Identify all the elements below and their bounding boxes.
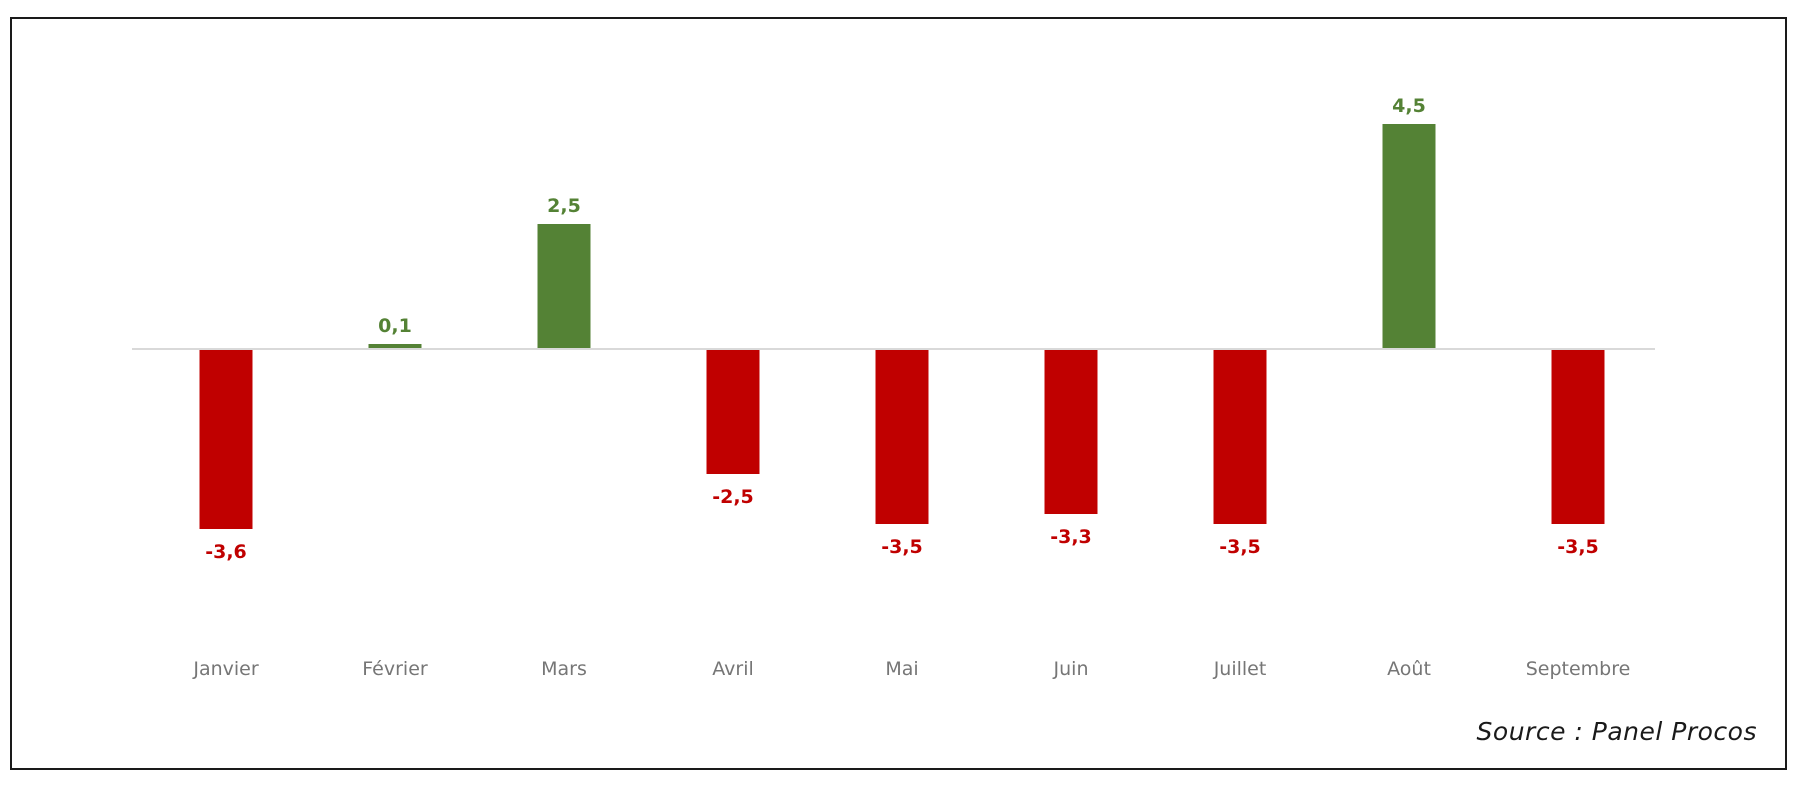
bar-chart: -3,6 0,1 2,5 -2,5 -3,5 -3,3 -3,5 4,5 -3,5 Janvie… bbox=[132, 95, 1655, 680]
data-label-juin: -3,3 bbox=[1050, 526, 1092, 548]
data-label-avril: -2,5 bbox=[712, 486, 754, 508]
data-label-août: 4,5 bbox=[1392, 95, 1426, 117]
bar-mars bbox=[537, 224, 591, 349]
x-tick-label-avril: Avril bbox=[712, 658, 754, 680]
x-tick-label-mars: Mars bbox=[541, 658, 587, 680]
x-tick-label-septembre: Septembre bbox=[1526, 658, 1631, 680]
data-labels-layer: -3,6 0,1 2,5 -2,5 -3,5 -3,3 -3,5 4,5 -3,5 bbox=[205, 95, 1599, 563]
data-label-mai: -3,5 bbox=[881, 536, 923, 558]
bar-septembre bbox=[1551, 349, 1605, 524]
data-label-juillet: -3,5 bbox=[1219, 536, 1261, 558]
data-label-septembre: -3,5 bbox=[1557, 536, 1599, 558]
bar-février bbox=[368, 344, 422, 349]
bars-layer bbox=[199, 124, 1605, 529]
data-label-février: 0,1 bbox=[378, 315, 412, 337]
data-label-mars: 2,5 bbox=[547, 195, 581, 217]
x-tick-label-janvier: Janvier bbox=[192, 658, 259, 680]
bar-janvier bbox=[199, 349, 253, 529]
x-tick-label-juillet: Juillet bbox=[1213, 658, 1267, 680]
x-tick-label-juin: Juin bbox=[1053, 658, 1089, 680]
data-label-janvier: -3,6 bbox=[205, 541, 247, 563]
x-tick-label-mai: Mai bbox=[885, 658, 918, 680]
x-tick-labels-layer: Janvier Février Mars Avril Mai Juin Juillet Aoû… bbox=[192, 658, 1630, 680]
chart-frame: -3,6 0,1 2,5 -2,5 -3,5 -3,3 -3,5 4,5 -3,5 Janvie… bbox=[10, 17, 1787, 770]
source-note: Source : Panel Procos bbox=[1476, 717, 1757, 746]
bar-août bbox=[1382, 124, 1436, 349]
bar-avril bbox=[706, 349, 760, 474]
x-tick-label-août: Août bbox=[1387, 658, 1431, 680]
x-tick-label-février: Février bbox=[362, 658, 428, 680]
bar-juin bbox=[1044, 349, 1098, 514]
bar-juillet bbox=[1213, 349, 1267, 524]
bar-mai bbox=[875, 349, 929, 524]
